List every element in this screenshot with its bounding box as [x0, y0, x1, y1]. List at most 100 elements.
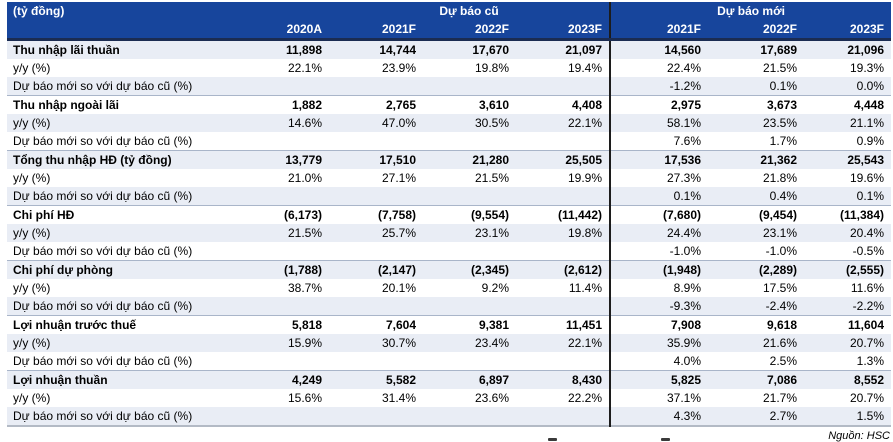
value-cell-old [423, 187, 516, 206]
value-cell-new: 8,552 [804, 370, 892, 389]
value-cell-old: 19.9% [567, 171, 603, 185]
value-cell-new: 21,096 [804, 39, 892, 59]
value-cell-old: 19.8% [567, 226, 603, 240]
value-cell-old [516, 352, 610, 371]
value-cell-old [423, 77, 516, 96]
value-cell-new: 11.6% [850, 281, 885, 295]
value-cell-new: 21.8% [762, 171, 798, 185]
row-label: y/y (%) [13, 171, 51, 185]
value-cell-old [329, 132, 423, 151]
value-cell-old: 15.9% [287, 336, 323, 350]
value-cell-new: 7,086 [708, 370, 805, 389]
row-label: Lợi nhuận thuần [7, 370, 233, 389]
value-cell-old: 6,897 [423, 370, 517, 389]
value-cell-new: 19.3% [849, 61, 885, 75]
value-cell-old: 11,898 [233, 39, 330, 59]
value-cell-old [329, 187, 423, 206]
table-row: Chi phí dự phòng (1,788) (2,147) (2,345) (2,… [7, 260, 892, 279]
value-cell-new: 21.6% [762, 336, 798, 350]
value-cell-old [516, 242, 610, 261]
value-cell-new: 0.1% [769, 79, 798, 93]
value-cell-new: 23.5% [762, 116, 798, 130]
row-label: Dự báo mới so với dự báo cũ (%) [13, 409, 193, 423]
value-cell-old: 23.1% [474, 226, 510, 240]
value-cell-new: 4.0% [609, 352, 709, 371]
value-cell-new: (1,948) [609, 260, 709, 279]
value-cell-old [516, 77, 610, 96]
value-cell-new: 4,448 [804, 95, 892, 114]
table-row: Thu nhập ngoài lãi 1,882 2,765 3,610 4,408 2,… [7, 95, 892, 114]
value-cell-old: 7,604 [329, 315, 424, 334]
value-cell-new: 3,673 [708, 95, 805, 114]
value-cell-new: 0.4% [769, 189, 798, 203]
value-cell-old: 21,280 [423, 150, 517, 169]
value-cell-old [423, 132, 516, 151]
value-cell-old: 31.4% [381, 391, 417, 405]
value-cell-new: 7,908 [609, 315, 709, 334]
value-cell-new: 0.1% [609, 187, 709, 206]
value-cell-old: (6,173) [233, 205, 330, 224]
row-label: Tổng thu nhập HĐ (tỷ đồng) [7, 150, 233, 169]
value-cell-old [329, 407, 423, 426]
year-header-cell: 2021F [609, 20, 709, 41]
table-row: Tổng thu nhập HĐ (tỷ đồng) 13,779 17,510 21… [7, 150, 892, 169]
value-cell-old [516, 187, 610, 206]
row-label: y/y (%) [13, 61, 51, 75]
row-label: y/y (%) [13, 391, 51, 405]
value-cell-old [423, 297, 516, 316]
value-cell-old: (7,758) [329, 205, 424, 224]
table-row: Dự báo mới so với dự báo cũ (%) -1.2% 0.1%… [7, 77, 892, 96]
year-header-cell: 2020A [233, 20, 330, 41]
value-cell-old [516, 297, 610, 316]
value-cell-new: -0.5% [852, 244, 885, 258]
value-cell-new: 1.5% [856, 409, 885, 423]
value-cell-new: 2.5% [769, 354, 798, 368]
value-cell-new: 21.7% [762, 391, 798, 405]
value-cell-old [233, 187, 329, 206]
value-cell-old: 5,582 [329, 370, 424, 389]
value-cell-old [423, 242, 516, 261]
value-cell-old: 22.2% [567, 391, 603, 405]
value-cell-old: (11,442) [516, 205, 611, 224]
value-cell-old: 9.2% [481, 281, 510, 295]
table-row: Thu nhập lãi thuần 11,898 14,744 17,670 21,0… [7, 39, 892, 59]
value-cell-new: (7,680) [609, 205, 709, 224]
value-cell-old: 21,097 [516, 39, 611, 59]
value-cell-new: 0.1% [856, 189, 885, 203]
table-row: Dự báo mới so với dự báo cũ (%) 4.0% 2.5% 1… [7, 352, 891, 371]
group-header-row: (tỷ đồng) Dự báo cũ Dự báo mới [7, 2, 892, 20]
value-cell-new: 58.1% [609, 114, 709, 132]
value-cell-new: 5,825 [609, 370, 709, 389]
table-row: y/y (%) 38.7% 20.1% 9.2% 11.4% 8.9% 17.5% 11.6% [7, 279, 891, 297]
value-cell-new: 21,362 [708, 150, 805, 169]
table-row: Lợi nhuận trước thuế 5,818 7,604 9,381 11,45… [7, 315, 892, 334]
value-cell-old: 23.9% [381, 61, 417, 75]
value-cell-new: (2,289) [708, 260, 805, 279]
value-cell-new: 23.1% [762, 226, 798, 240]
value-cell-new: (11,384) [804, 205, 892, 224]
row-label: y/y (%) [13, 281, 51, 295]
value-cell-old: 1,882 [233, 95, 330, 114]
value-cell-old [233, 352, 329, 371]
value-cell-old [329, 242, 423, 261]
table-row: y/y (%) 15.9% 30.7% 23.4% 22.1% 35.9% 21.6% 20.… [7, 334, 892, 352]
table-row: y/y (%) 21.0% 27.1% 21.5% 19.9% 27.3% 21.8% 19.… [7, 169, 891, 187]
old-forecast-group-header: Dự báo cũ [329, 2, 611, 20]
value-cell-old [329, 297, 423, 316]
value-cell-new: 0.0% [856, 79, 885, 93]
value-cell-old [423, 407, 516, 426]
value-cell-new: 11,604 [804, 315, 892, 334]
value-cell-new: (9,454) [708, 205, 805, 224]
row-label: Chi phí HĐ [7, 205, 233, 224]
row-label: y/y (%) [13, 226, 51, 240]
row-label: Dự báo mới so với dự báo cũ (%) [13, 79, 193, 93]
table-row: y/y (%) 21.5% 25.7% 23.1% 19.8% 24.4% 23.1% 20.… [7, 224, 892, 242]
unit-label: (tỷ đồng) [7, 2, 330, 20]
value-cell-new: 4.3% [609, 407, 709, 426]
table-row: y/y (%) 22.1% 23.9% 19.8% 19.4% 22.4% 21.5% 19.… [7, 59, 891, 77]
table-row: Dự báo mới so với dự báo cũ (%) -9.3% -2.4… [7, 297, 892, 316]
value-cell-new: -1.2% [609, 77, 709, 96]
value-cell-old: 14.6% [287, 116, 323, 130]
value-cell-old: 17,670 [423, 39, 517, 59]
value-cell-old: 5,818 [233, 315, 330, 334]
